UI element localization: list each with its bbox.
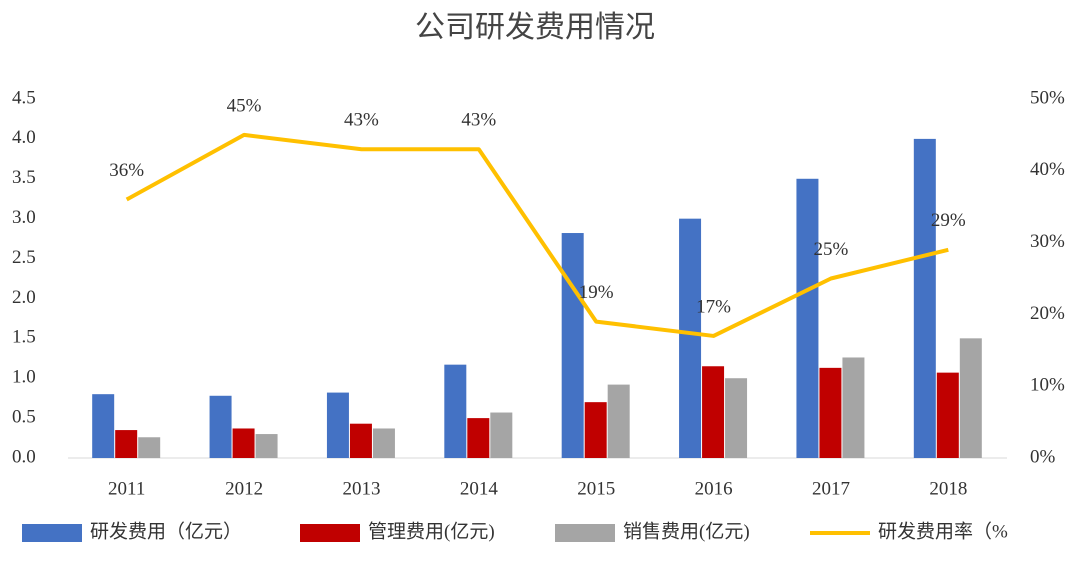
bar xyxy=(913,138,936,458)
x-tick-label: 2018 xyxy=(929,478,967,499)
data-label: 17% xyxy=(696,296,731,317)
bar xyxy=(561,233,584,458)
x-tick-label: 2012 xyxy=(225,478,263,499)
x-tick-label: 2014 xyxy=(460,478,499,499)
bar xyxy=(255,434,278,458)
data-label: 19% xyxy=(579,282,614,303)
y-tick-label: 2.0 xyxy=(12,287,36,308)
bar xyxy=(842,357,865,458)
y-tick-label: 0.0 xyxy=(12,446,36,467)
y-tick-label: 4.5 xyxy=(12,87,36,108)
y2-tick-label: 20% xyxy=(1030,303,1065,324)
y2-tick-label: 50% xyxy=(1030,87,1065,108)
bar xyxy=(372,428,395,458)
bar xyxy=(232,428,255,458)
y-tick-label: 3.5 xyxy=(12,167,36,188)
bar xyxy=(679,218,702,458)
bar xyxy=(326,392,349,458)
x-tick-label: 2017 xyxy=(812,478,850,499)
data-label: 43% xyxy=(344,110,379,131)
y-tick-label: 3.0 xyxy=(12,207,36,228)
legend-label: 研发费用（亿元） xyxy=(90,520,242,542)
legend-swatch xyxy=(22,524,82,542)
y2-tick-label: 0% xyxy=(1030,446,1056,467)
bar xyxy=(702,366,725,458)
line xyxy=(125,132,949,338)
y-tick-label: 2.5 xyxy=(12,247,36,268)
bar xyxy=(819,367,842,458)
bar xyxy=(725,378,748,458)
x-tick-label: 2016 xyxy=(695,478,733,499)
y-tick-label: 1.5 xyxy=(12,327,36,348)
bar xyxy=(607,384,630,458)
legend-label: 销售费用(亿元) xyxy=(623,520,750,542)
x-tick-label: 2013 xyxy=(342,478,380,499)
y2-tick-label: 10% xyxy=(1030,375,1065,396)
bar xyxy=(138,437,161,458)
bar xyxy=(115,430,138,458)
y-tick-label: 1.0 xyxy=(12,367,36,388)
bar xyxy=(936,372,959,458)
bar xyxy=(209,395,232,458)
y2-tick-label: 40% xyxy=(1030,159,1065,180)
bar xyxy=(444,364,467,458)
y-tick-label: 4.0 xyxy=(12,127,36,148)
legend-swatch xyxy=(555,524,615,542)
bar xyxy=(796,178,819,458)
chart-title: 公司研发费用情况 xyxy=(415,11,655,44)
bar xyxy=(490,412,513,458)
y-tick-label: 0.5 xyxy=(12,406,36,427)
bar xyxy=(92,394,115,458)
data-label: 29% xyxy=(931,210,966,231)
bar xyxy=(959,338,982,458)
legend-label: 管理费用(亿元) xyxy=(368,520,495,542)
legend-swatch xyxy=(300,524,360,542)
data-label: 45% xyxy=(227,95,262,116)
data-label: 25% xyxy=(814,239,849,260)
bar xyxy=(467,418,490,458)
legend-label: 研发费用率（% xyxy=(878,520,1008,542)
y2-tick-label: 30% xyxy=(1030,231,1065,252)
bar xyxy=(349,423,372,458)
data-label: 43% xyxy=(461,110,496,131)
bar xyxy=(584,402,607,458)
x-tick-label: 2011 xyxy=(108,478,145,499)
data-label: 36% xyxy=(109,160,144,181)
x-tick-label: 2015 xyxy=(577,478,615,499)
